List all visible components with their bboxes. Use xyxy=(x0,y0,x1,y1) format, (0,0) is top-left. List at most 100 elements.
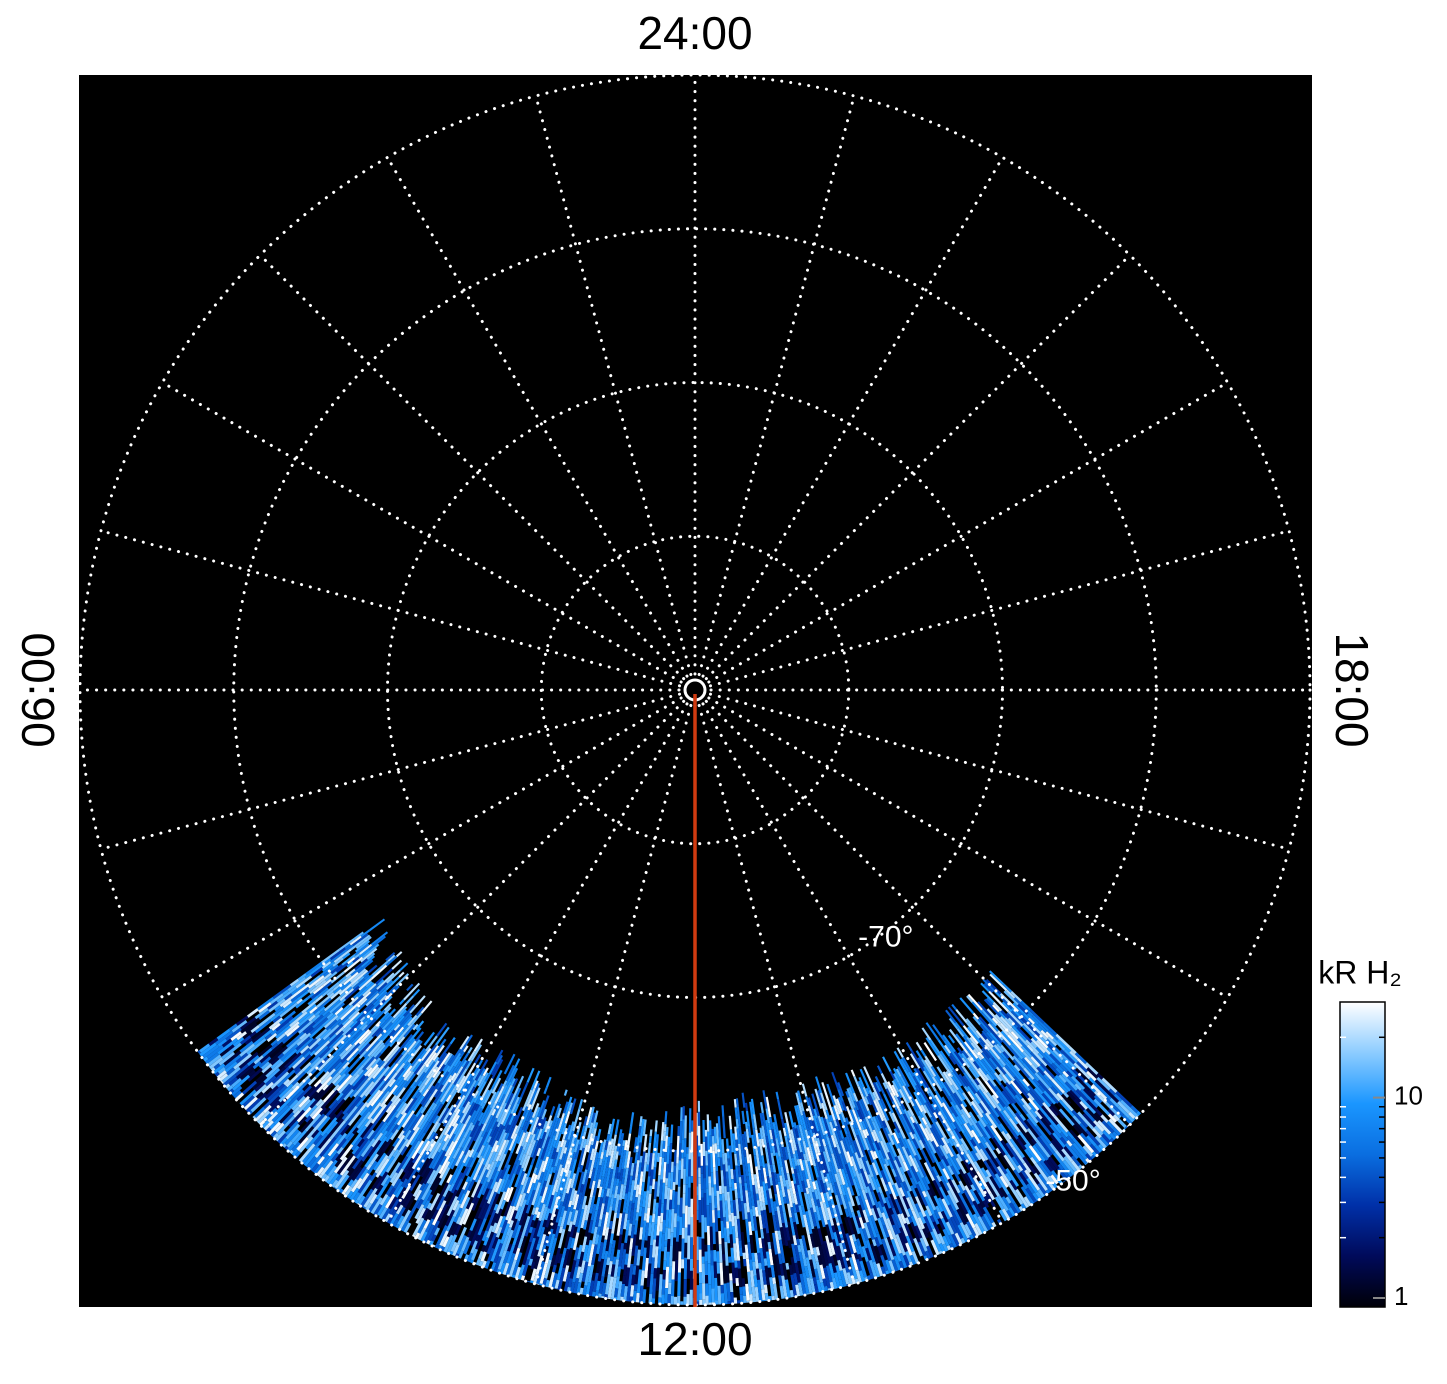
emission-cell xyxy=(734,1188,738,1199)
emission-cell xyxy=(332,974,352,991)
emission-cell xyxy=(698,1156,701,1168)
emission-cell xyxy=(365,1033,383,1052)
emission-cell xyxy=(458,1192,466,1205)
emission-cell xyxy=(273,1130,286,1144)
emission-cell xyxy=(340,1053,351,1064)
emission-cell xyxy=(523,1111,534,1133)
emission-cell xyxy=(446,1221,457,1238)
emission-cell xyxy=(328,1034,344,1050)
emission-cell xyxy=(729,1187,733,1202)
emission-cell xyxy=(840,1184,847,1196)
emission-cell xyxy=(788,1111,795,1128)
emission-cell xyxy=(922,1228,929,1239)
emission-cell xyxy=(497,1083,504,1092)
emission-cell xyxy=(379,1193,389,1206)
emission-cell xyxy=(435,1038,447,1054)
emission-cell xyxy=(284,1129,300,1146)
emission-cell xyxy=(271,1022,281,1032)
emission-cell xyxy=(965,1213,976,1229)
emission-cell xyxy=(646,1142,652,1165)
emission-cell xyxy=(446,1174,453,1184)
emission-cell xyxy=(771,1172,778,1195)
emission-cell xyxy=(573,1247,580,1261)
emission-cell xyxy=(251,1075,268,1090)
emission-cell xyxy=(837,1081,845,1097)
emission-cell xyxy=(827,1219,835,1240)
emission-cell xyxy=(600,1151,604,1160)
emission-cell xyxy=(919,1228,930,1247)
emission-cell xyxy=(522,1089,533,1112)
emission-cell xyxy=(672,1237,677,1262)
emission-cell xyxy=(463,1109,477,1132)
emission-cell xyxy=(381,1138,393,1153)
emission-cell xyxy=(747,1271,753,1295)
emission-cell xyxy=(898,1232,908,1253)
emission-cell xyxy=(596,1226,601,1235)
emission-cell xyxy=(814,1088,821,1103)
emission-cell xyxy=(820,1151,829,1174)
emission-cell xyxy=(549,1117,559,1139)
emission-cell xyxy=(733,1099,737,1108)
emission-cell xyxy=(379,1130,389,1142)
emission-cell xyxy=(776,1173,781,1183)
emission-cell xyxy=(309,1045,329,1064)
emission-cell xyxy=(772,1277,777,1285)
emission-cell xyxy=(821,1138,827,1147)
emission-cell xyxy=(474,1103,480,1112)
emission-cell xyxy=(962,1132,978,1154)
emission-cell xyxy=(851,1253,859,1271)
emission-cell xyxy=(350,934,371,951)
emission-cell xyxy=(755,1146,761,1171)
emission-cell xyxy=(951,1179,961,1194)
emission-cell xyxy=(852,1152,862,1174)
emission-cell xyxy=(352,1064,365,1078)
emission-cell xyxy=(447,1125,455,1136)
emission-cell xyxy=(418,1157,430,1176)
emission-cell xyxy=(622,1140,626,1147)
emission-cell xyxy=(278,1083,294,1099)
emission-cell xyxy=(660,1212,664,1223)
emission-cell xyxy=(542,1137,553,1162)
emission-cell xyxy=(415,1006,425,1017)
emission-cell xyxy=(383,1062,397,1077)
emission-cell xyxy=(533,1220,542,1239)
emission-cell xyxy=(481,1181,490,1196)
emission-cell xyxy=(880,1073,889,1085)
emission-cell xyxy=(255,1067,273,1084)
emission-cell xyxy=(435,1097,442,1105)
emission-cell xyxy=(365,992,380,1007)
emission-cell xyxy=(917,1217,926,1230)
emission-cell xyxy=(443,1133,450,1142)
emission-cell xyxy=(622,1275,627,1285)
emission-cell xyxy=(544,1259,552,1279)
emission-cell xyxy=(483,1088,494,1104)
emission-cell xyxy=(354,958,368,971)
emission-cell xyxy=(861,1189,868,1201)
emission-cell xyxy=(946,1194,957,1212)
emission-cell xyxy=(363,1025,380,1043)
emission-cell xyxy=(272,1015,281,1024)
emission-cell xyxy=(806,1178,811,1189)
emission-cell xyxy=(903,1068,917,1091)
emission-cell xyxy=(934,1094,944,1108)
emission-cell xyxy=(705,1295,709,1305)
emission-cell xyxy=(858,1076,865,1088)
emission-cell xyxy=(438,1115,446,1124)
emission-cell xyxy=(369,1172,378,1182)
emission-cell xyxy=(845,1090,850,1098)
emission-cell xyxy=(721,1193,726,1218)
emission-cell xyxy=(737,1159,741,1167)
emission-cell xyxy=(858,1227,869,1249)
emission-cell xyxy=(382,1060,388,1068)
emission-cell xyxy=(294,1067,302,1075)
emission-cell xyxy=(355,1055,370,1071)
emission-cell xyxy=(820,1092,828,1111)
emission-cell xyxy=(388,1196,398,1210)
emission-cell xyxy=(983,1195,991,1204)
emission-cell xyxy=(396,1023,413,1043)
emission-cell xyxy=(839,1270,847,1288)
emission-cell xyxy=(353,931,364,940)
emission-cell xyxy=(844,1136,853,1157)
emission-cell xyxy=(616,1281,623,1302)
emission-cell xyxy=(323,995,342,1012)
